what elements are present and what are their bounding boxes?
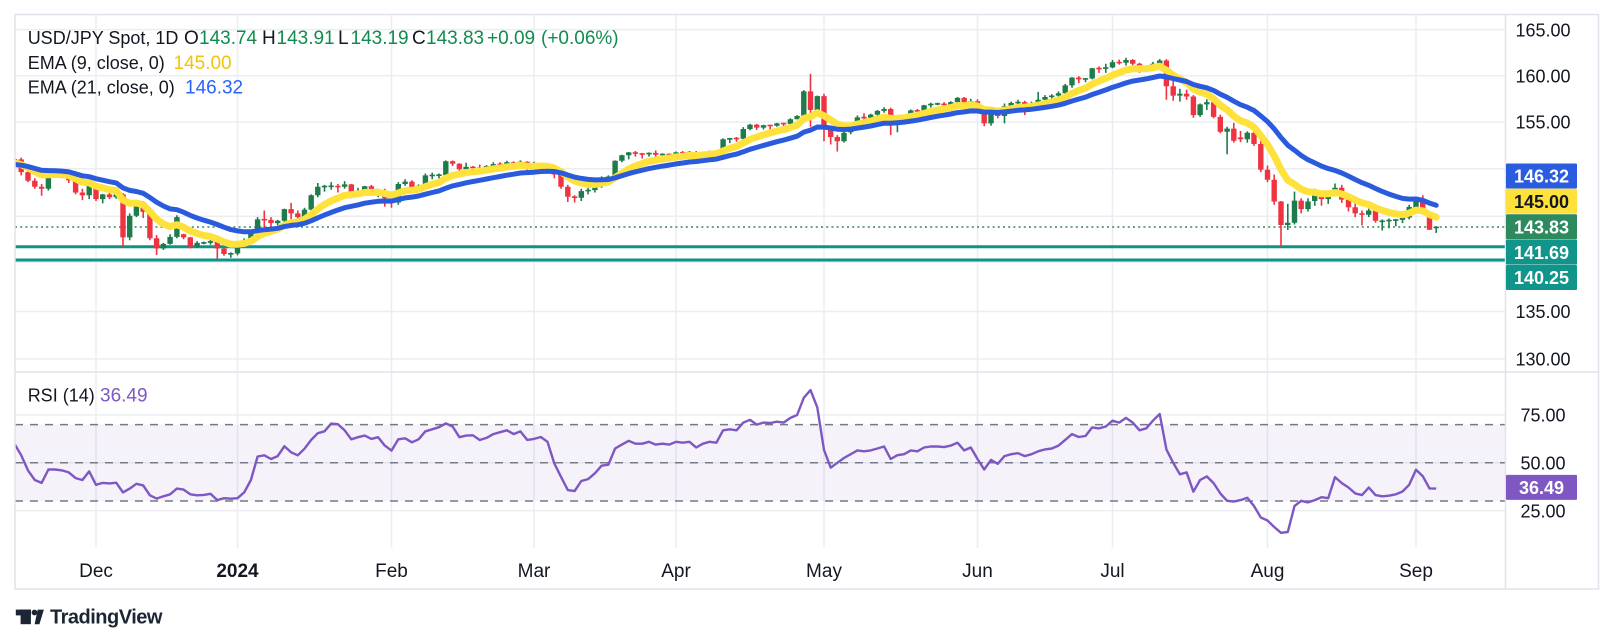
- svg-text:USD/JPY Spot, 1D: USD/JPY Spot, 1D: [28, 28, 179, 48]
- svg-text:Apr: Apr: [661, 561, 691, 582]
- svg-text:H: H: [262, 28, 276, 49]
- svg-text:Jun: Jun: [962, 561, 993, 582]
- svg-text:145.00: 145.00: [1514, 192, 1569, 212]
- svg-text:2024: 2024: [216, 561, 259, 582]
- svg-text:EMA (9, close, 0): EMA (9, close, 0): [28, 53, 165, 73]
- svg-text:145.00: 145.00: [174, 53, 232, 74]
- svg-text:May: May: [806, 561, 842, 582]
- svg-text:Mar: Mar: [518, 561, 551, 582]
- svg-text:EMA (21, close, 0): EMA (21, close, 0): [28, 78, 175, 98]
- svg-text:165.00: 165.00: [1515, 20, 1570, 40]
- svg-text:143.91: 143.91: [277, 28, 335, 49]
- svg-text:146.32: 146.32: [185, 78, 243, 99]
- svg-text:143.83: 143.83: [426, 28, 484, 49]
- svg-text:Feb: Feb: [375, 561, 408, 582]
- svg-text:Sep: Sep: [1399, 561, 1433, 582]
- svg-text:Dec: Dec: [79, 561, 113, 582]
- svg-text:+0.09: +0.09: [487, 28, 535, 49]
- svg-text:140.25: 140.25: [1514, 268, 1569, 288]
- svg-text:146.32: 146.32: [1514, 167, 1569, 187]
- svg-text:143.74: 143.74: [199, 28, 258, 49]
- svg-text:L: L: [338, 28, 349, 49]
- svg-text:141.69: 141.69: [1514, 243, 1569, 263]
- svg-text:Aug: Aug: [1251, 561, 1285, 582]
- svg-text:143.19: 143.19: [351, 28, 409, 49]
- svg-text:50.00: 50.00: [1520, 454, 1565, 474]
- svg-text:C: C: [412, 28, 426, 49]
- svg-text:155.00: 155.00: [1515, 113, 1570, 133]
- svg-text:O: O: [184, 28, 199, 49]
- svg-text:135.00: 135.00: [1515, 302, 1570, 322]
- svg-text:(+0.06%): (+0.06%): [541, 28, 619, 49]
- svg-text:36.49: 36.49: [1519, 478, 1564, 498]
- svg-text:143.83: 143.83: [1514, 217, 1569, 237]
- svg-text:25.00: 25.00: [1520, 501, 1565, 521]
- svg-text:36.49: 36.49: [100, 386, 148, 407]
- svg-text:TradingView: TradingView: [50, 607, 163, 629]
- svg-text:RSI (14): RSI (14): [28, 386, 95, 406]
- svg-text:160.00: 160.00: [1515, 66, 1570, 86]
- svg-text:75.00: 75.00: [1520, 406, 1565, 426]
- svg-text:130.00: 130.00: [1515, 350, 1570, 370]
- svg-text:Jul: Jul: [1100, 561, 1124, 582]
